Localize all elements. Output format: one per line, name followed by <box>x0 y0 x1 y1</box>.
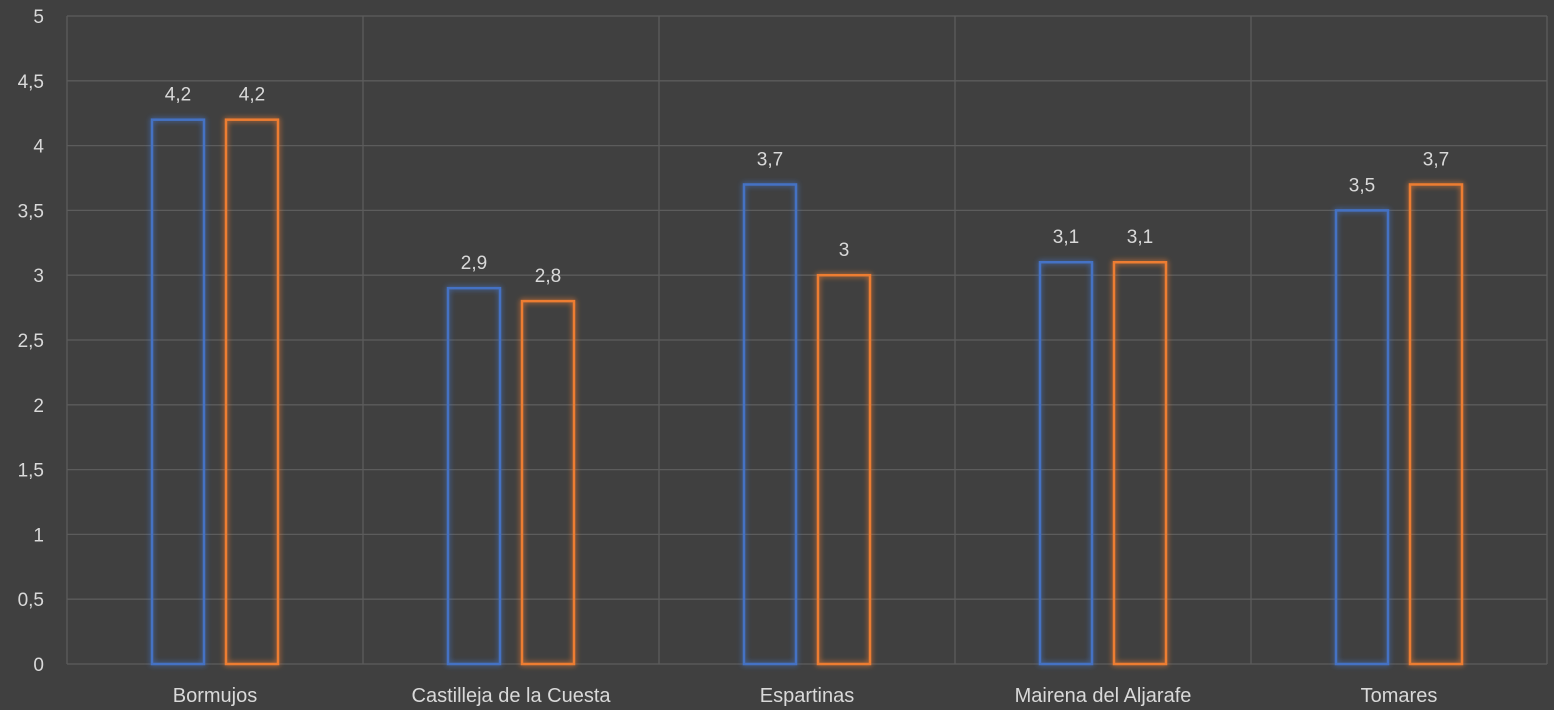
x-tick-label: Castilleja de la Cuesta <box>412 685 612 707</box>
bar <box>1038 260 1094 666</box>
y-tick-label: 2 <box>33 396 44 417</box>
bar <box>1112 260 1168 666</box>
y-tick-label: 0 <box>33 655 44 676</box>
bar <box>224 118 280 666</box>
y-tick-label: 4,5 <box>18 72 44 93</box>
x-tick-label: Bormujos <box>173 685 257 707</box>
data-label: 3,7 <box>1423 149 1449 170</box>
data-label: 2,8 <box>535 266 561 287</box>
bar <box>1334 209 1390 666</box>
data-label: 4,2 <box>239 85 265 106</box>
bars <box>150 118 1464 666</box>
x-axis-category-labels: Bormujos Castilleja de la Cuesta Espartina… <box>173 685 1438 707</box>
y-tick-label: 2,5 <box>18 331 44 352</box>
y-tick-label: 1 <box>33 525 44 546</box>
y-axis-tick-labels: 0 0,5 1 1,5 2 2,5 3 3,5 4 4,5 5 <box>18 7 45 676</box>
bar <box>742 183 798 666</box>
bar <box>446 286 502 666</box>
data-label: 3 <box>839 240 850 261</box>
data-label: 4,2 <box>165 85 191 106</box>
bar <box>816 273 872 666</box>
y-tick-label: 1,5 <box>18 461 44 482</box>
y-tick-label: 5 <box>33 7 44 28</box>
y-tick-label: 0,5 <box>18 590 44 611</box>
y-tick-label: 3 <box>33 266 44 287</box>
bar <box>150 118 206 666</box>
x-tick-label: Mairena del Aljarafe <box>1015 685 1192 707</box>
data-label: 3,1 <box>1053 227 1079 248</box>
data-label: 2,9 <box>461 253 487 274</box>
x-tick-label: Tomares <box>1361 685 1438 707</box>
data-label: 3,7 <box>757 149 783 170</box>
data-labels: 4,2 4,2 2,9 2,8 3,7 3 3,1 3,1 3,5 3,7 <box>165 85 1449 287</box>
y-tick-label: 4 <box>33 137 44 158</box>
grid-lines <box>66 15 1548 665</box>
data-label: 3,1 <box>1127 227 1153 248</box>
bar <box>520 299 576 666</box>
data-label: 3,5 <box>1349 175 1375 196</box>
y-tick-label: 3,5 <box>18 201 44 222</box>
x-tick-label: Espartinas <box>760 685 855 707</box>
bar <box>1408 183 1464 666</box>
